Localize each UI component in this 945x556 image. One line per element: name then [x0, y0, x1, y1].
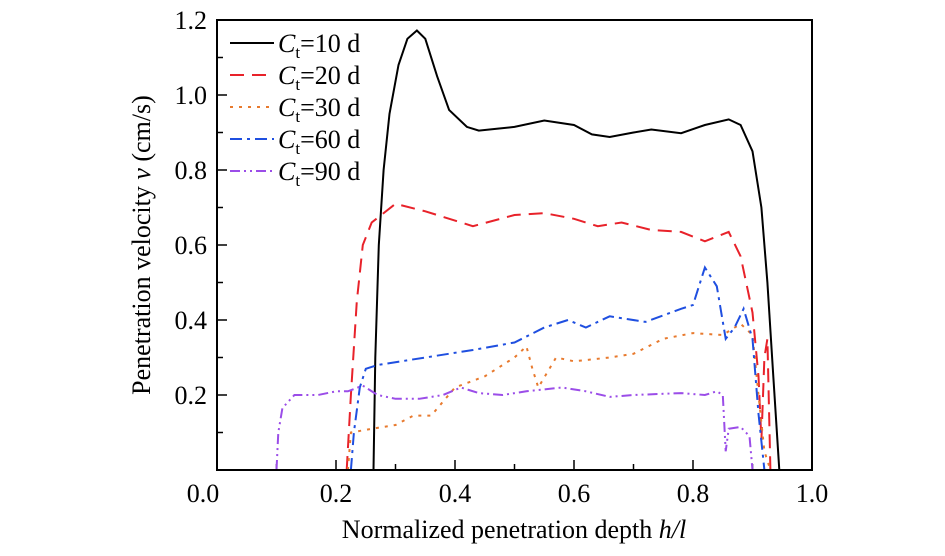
x-tick-label: 0.2: [320, 479, 353, 508]
x-tick-label: 1.0: [796, 479, 829, 508]
y-tick-label: 1.0: [175, 81, 208, 110]
legend-label: Ct=20 d: [278, 61, 360, 94]
legend-label: Ct=90 d: [278, 157, 360, 190]
y-tick-label: 0.2: [175, 381, 208, 410]
x-axis-label: Normalized penetration depth h/l: [342, 515, 686, 544]
series-line-2: [345, 202, 772, 471]
series-line-1: [372, 29, 781, 471]
series-line-4: [349, 265, 766, 471]
x-tick-label: 0.8: [677, 479, 710, 508]
series-line-5: [275, 384, 754, 471]
x-tick-label: 0.4: [439, 479, 472, 508]
x-tick-label: 0.6: [558, 479, 591, 508]
y-tick-label: 0.8: [175, 156, 208, 185]
legend-label: Ct=30 d: [278, 93, 360, 126]
legend-label: Ct=10 d: [278, 29, 360, 62]
legend-label: Ct=60 d: [278, 125, 360, 158]
plot-frame: [216, 19, 813, 471]
y-tick-label: 0.6: [175, 231, 208, 260]
y-tick-label: 1.2: [175, 6, 208, 35]
y-axis-label: Penetration velocity v (cm/s): [127, 95, 156, 395]
y-tick-label: 0.4: [175, 306, 208, 335]
series-line-3: [346, 322, 772, 471]
x-tick-label: 0.0: [187, 479, 220, 508]
